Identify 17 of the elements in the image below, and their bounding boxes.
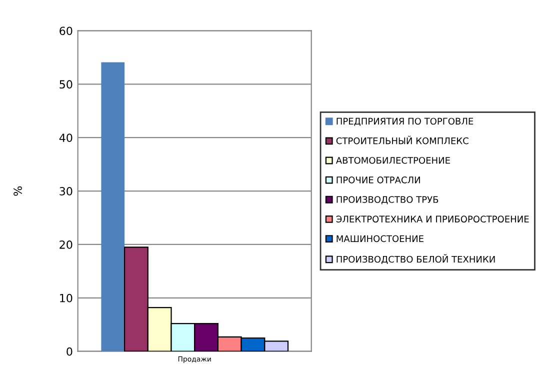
legend-label: ПРЕДПРИЯТИЯ ПО ТОРГОВЛЕ (336, 118, 474, 126)
legend-label: АВТОМОБИЛЕСТРОЕНИЕ (336, 156, 450, 164)
y-tick-label: 40 (59, 134, 72, 142)
legend-label: ЭЛЕКТРОТЕХНИКА И ПРИБОРОСТРОЕНИЕ (336, 216, 529, 222)
y-tick-label: 10 (60, 294, 72, 302)
legend-label: ПРОИЗВОДСТВО БЕЛОЙ ТЕХНИКИ (336, 254, 495, 264)
legend-label: ПРОИЗВОДСТВО ТРУБ (336, 196, 438, 204)
y-tick-label: 30 (60, 187, 72, 196)
y-tick-label: 0 (66, 347, 72, 356)
legend-label: ПРОЧИЕ ОТРАСЛИ (336, 176, 420, 184)
legend-label: МАШИНОСТОЕНИЕ (336, 235, 424, 242)
bar (101, 62, 125, 352)
y-axis-title: % (14, 186, 22, 196)
y-tick-label: 50 (60, 80, 72, 89)
y-tick-label: 60 (60, 26, 72, 36)
y-tick-label: 20 (60, 240, 72, 249)
legend-label: СТРОИТЕЛЬНЫЙ КОМПЛЕКС (336, 136, 468, 144)
